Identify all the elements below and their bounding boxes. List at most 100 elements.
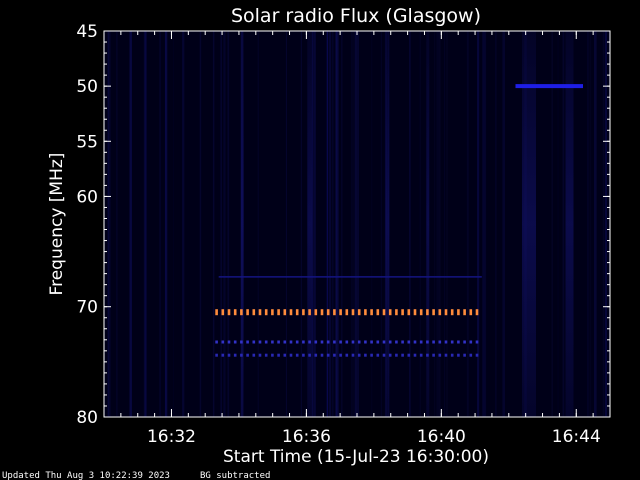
emission-dash xyxy=(413,309,417,316)
background-streak xyxy=(334,31,338,417)
emission-dash xyxy=(258,340,262,344)
background-streak xyxy=(477,31,479,417)
background-streak xyxy=(354,31,357,417)
emission-dash xyxy=(475,353,479,357)
emission-dash xyxy=(221,340,225,344)
emission-dash xyxy=(258,353,262,357)
emission-dash xyxy=(339,353,342,357)
emission-dash xyxy=(432,340,435,344)
emission-dash xyxy=(444,353,448,357)
emission-dash xyxy=(258,309,262,316)
emission-texture xyxy=(107,31,608,417)
emission-dash xyxy=(295,340,299,344)
background-streak xyxy=(477,31,480,417)
emission-dash xyxy=(289,353,293,357)
background-streak xyxy=(220,31,222,417)
emission-dash xyxy=(438,353,442,357)
emission-column xyxy=(426,31,430,417)
background-streak xyxy=(557,31,559,417)
emission-dash xyxy=(432,353,435,357)
background-streak xyxy=(436,31,438,417)
background-streak xyxy=(341,31,343,417)
background-streak xyxy=(227,31,230,417)
emission-dash xyxy=(289,340,293,344)
emission-dash xyxy=(364,353,367,357)
emission-dash xyxy=(221,353,225,357)
emission-dash xyxy=(475,309,479,316)
background-streak xyxy=(108,31,111,417)
background-streak xyxy=(446,31,448,417)
emission-dash xyxy=(221,309,225,316)
emission-dash xyxy=(240,309,243,316)
background-streak xyxy=(551,31,553,417)
emission-dash xyxy=(215,353,218,357)
y-tick-label: 60 xyxy=(76,187,98,207)
emission-dash xyxy=(426,353,429,357)
emission-dash xyxy=(246,353,249,357)
emission-dash xyxy=(426,309,429,316)
emission-dash xyxy=(252,309,256,316)
emission-dash xyxy=(233,309,237,316)
y-axis-title: Frequency [MHz] xyxy=(47,153,67,296)
background-streak xyxy=(328,31,332,417)
background-streak xyxy=(605,31,608,417)
background-streak xyxy=(182,31,185,417)
background-streak xyxy=(419,31,421,417)
emission-dash xyxy=(320,309,324,316)
background-streak xyxy=(144,31,147,417)
background-streak xyxy=(438,31,441,417)
background-streak xyxy=(129,31,132,417)
background-streak xyxy=(482,31,485,417)
x-tick-label: 16:32 xyxy=(147,427,196,447)
x-axis-title: Start Time (15-Jul-23 16:30:00) xyxy=(223,447,489,467)
background-streak xyxy=(285,31,287,417)
emission-column xyxy=(522,31,536,417)
x-axis: 16:32 16:36 16:40 16:44 xyxy=(103,31,611,447)
chart-title: Solar radio Flux (Glasgow) xyxy=(231,5,481,27)
emission-column xyxy=(307,31,313,417)
emission-dash xyxy=(252,340,256,344)
emission-dash xyxy=(227,353,231,357)
background-streak xyxy=(332,31,334,417)
background-streak xyxy=(336,31,339,417)
emission-dash xyxy=(450,309,454,316)
y-tick-label: 45 xyxy=(76,22,98,42)
emission-dash xyxy=(283,309,287,316)
background-streak xyxy=(327,31,328,417)
emission-dash xyxy=(401,353,404,357)
background-streak xyxy=(159,31,161,417)
emission-dash xyxy=(376,353,380,357)
emission-dash xyxy=(357,353,361,357)
emission-dash xyxy=(252,353,256,357)
emission-dash xyxy=(463,353,466,357)
emission-dash xyxy=(407,353,411,357)
emission-dash xyxy=(339,340,342,344)
emission-dash xyxy=(326,340,330,344)
y-tick-label: 70 xyxy=(76,298,98,318)
emission-dash xyxy=(395,309,398,316)
x-tick-label: 16:44 xyxy=(552,427,601,447)
background-streak xyxy=(434,31,436,417)
background-streak xyxy=(380,31,383,417)
emission-dash xyxy=(246,309,249,316)
emission-dash xyxy=(271,340,274,344)
emission-dash xyxy=(382,340,386,344)
emission-dash xyxy=(271,309,274,316)
emission-dash xyxy=(444,340,448,344)
emission-dash xyxy=(407,309,411,316)
emission-dash xyxy=(283,340,287,344)
y-tick-label: 55 xyxy=(76,132,98,152)
emission-dash xyxy=(345,309,349,316)
x-tick-label: 16:40 xyxy=(417,427,466,447)
emission-dash xyxy=(333,353,336,357)
emission-dash xyxy=(320,353,324,357)
background-streak xyxy=(495,31,497,417)
emission-dash xyxy=(432,309,435,316)
emission-dash xyxy=(388,309,392,316)
background-streak xyxy=(604,31,607,417)
emission-dash xyxy=(351,309,355,316)
background-streak xyxy=(466,31,469,417)
background-streak xyxy=(145,31,146,417)
emission-dash xyxy=(271,353,274,357)
